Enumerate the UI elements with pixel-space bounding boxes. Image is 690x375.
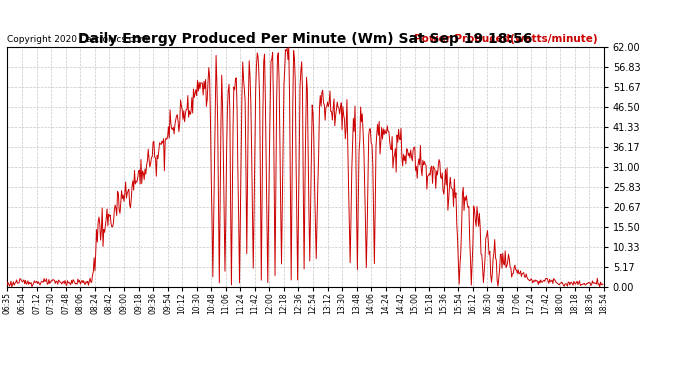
- Text: Copyright 2020 Cartronics.com: Copyright 2020 Cartronics.com: [7, 36, 148, 45]
- Title: Daily Energy Produced Per Minute (Wm) Sat Sep 19 18:56: Daily Energy Produced Per Minute (Wm) Sa…: [78, 32, 533, 46]
- Text: Power Produced(watts/minute): Power Produced(watts/minute): [414, 34, 598, 45]
